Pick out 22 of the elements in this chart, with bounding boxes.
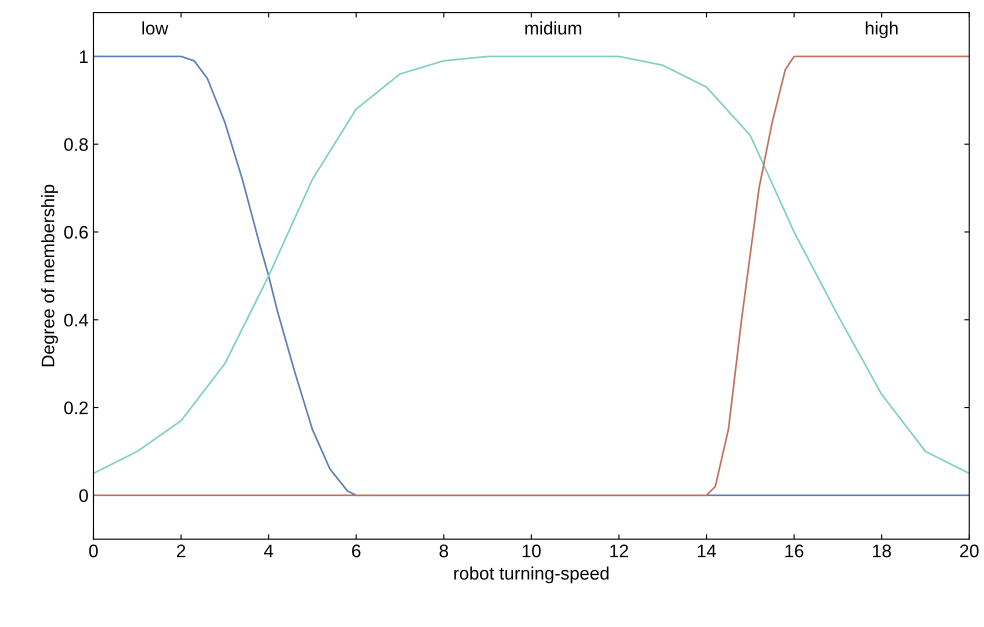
x-tick-label: 12 [610, 544, 628, 558]
series-label: low [142, 21, 168, 35]
x-tick-label: 2 [176, 544, 186, 558]
x-tick-label: 8 [440, 544, 448, 558]
y-tick-label: 0.6 [64, 226, 88, 239]
x-tick-label: 14 [698, 544, 716, 558]
x-tick-label: 4 [264, 544, 274, 558]
y-tick-label: 0 [79, 489, 88, 502]
x-tick-label: 20 [960, 544, 979, 558]
x-tick-label: 10 [522, 544, 541, 558]
x-tick-label: 6 [352, 544, 360, 558]
y-tick-label: 0.4 [64, 314, 88, 326]
y-tick-label: 0.8 [64, 138, 88, 151]
y-tick-label: 1 [80, 50, 88, 63]
x-tick-label: 18 [873, 544, 891, 558]
y-axis-title: Degree of membership [41, 184, 58, 366]
x-axis-title: robot turning-speed [454, 566, 608, 584]
x-tick-label: 16 [785, 544, 804, 558]
y-tick-label: 0.2 [64, 401, 88, 414]
series-label: midium [525, 21, 582, 35]
series-label: high [866, 21, 898, 38]
x-tick-label: 0 [89, 544, 98, 558]
